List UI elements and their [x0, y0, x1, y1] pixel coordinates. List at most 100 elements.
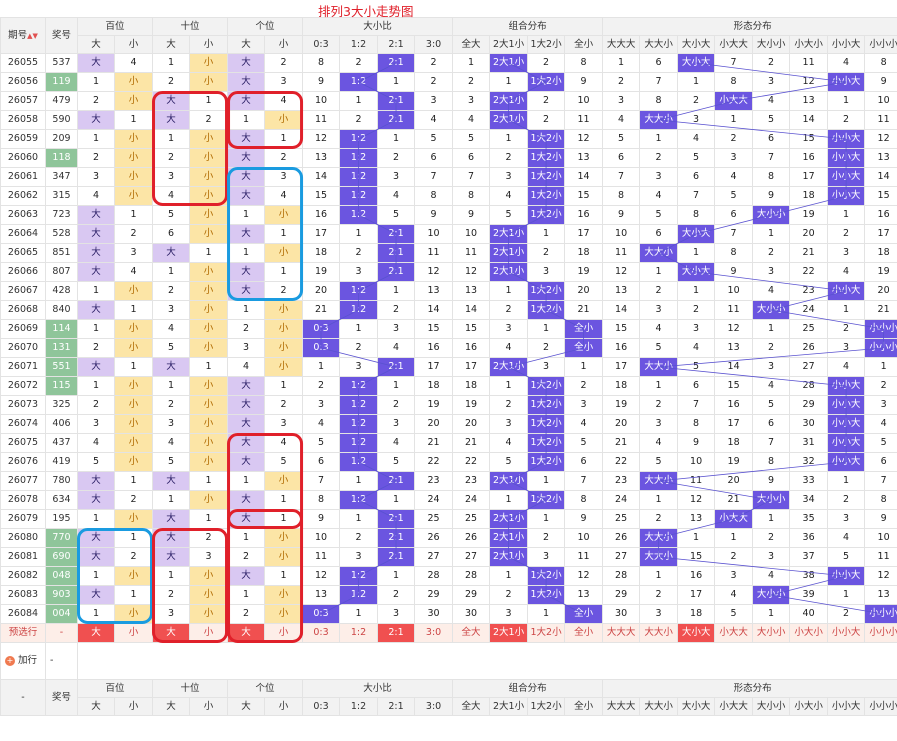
trend-cell: 1 — [152, 376, 191, 396]
trend-cell: 2大1小 — [489, 243, 529, 263]
predict-option[interactable]: 大 — [152, 623, 191, 643]
ratio-header: 0:3 — [302, 35, 341, 54]
trend-cell: 全小 — [564, 338, 604, 358]
combo-header: 全大 — [452, 697, 491, 716]
trend-cell: 17 — [452, 357, 491, 377]
trend-cell: 大 — [227, 91, 266, 111]
sort-icon[interactable]: ▲▼ — [27, 31, 38, 40]
trend-cell: 小小大 — [827, 452, 866, 472]
trend-cell: 小小大 — [827, 414, 866, 434]
trend-cell: 1 — [714, 528, 754, 548]
trend-cell: 24 — [789, 300, 829, 320]
predict-option[interactable]: 2:1 — [377, 623, 416, 643]
trend-cell: 2 — [377, 585, 416, 605]
trend-cell: 2 — [339, 110, 379, 130]
trend-cell: 2:1 — [377, 224, 416, 244]
trend-cell: 大大小 — [639, 471, 679, 491]
trend-cell: 13 — [302, 585, 341, 605]
trend-cell: 8 — [639, 91, 679, 111]
trend-cell: 11 — [864, 110, 897, 130]
page-title: 排列3大小走势图 — [318, 4, 414, 19]
predict-option[interactable]: 大小小 — [752, 623, 791, 643]
trend-cell: 1大2小 — [527, 395, 566, 415]
trend-cell: 大 — [227, 262, 266, 282]
trend-cell: 小 — [113, 91, 154, 111]
predict-option[interactable]: 大大小 — [639, 623, 679, 643]
trend-cell: 3 — [864, 395, 897, 415]
trend-cell: 1大2小 — [527, 433, 566, 453]
trend-cell: 17 — [302, 224, 341, 244]
trend-cell: 2 — [339, 528, 379, 548]
predict-option[interactable]: 小大大 — [714, 623, 754, 643]
predict-option[interactable]: 0:3 — [302, 623, 341, 643]
trend-cell: 小 — [189, 281, 229, 301]
trend-cell: 1:2 — [339, 395, 379, 415]
predict-option[interactable]: 1:2 — [339, 623, 379, 643]
trend-cell: 2 — [827, 604, 866, 624]
trend-cell: 6 — [152, 224, 191, 244]
predict-option[interactable]: 小 — [264, 623, 304, 643]
predict-option[interactable]: 大大大 — [602, 623, 641, 643]
trend-cell: 大 — [227, 224, 266, 244]
predict-option[interactable]: 大 — [227, 623, 266, 643]
trend-cell: 6 — [414, 148, 454, 168]
trend-cell: 小 — [113, 604, 154, 624]
trend-cell: 9 — [452, 205, 491, 225]
trend-cell: 4 — [752, 281, 791, 301]
trend-cell: 小 — [189, 414, 229, 434]
trend-cell: 15 — [414, 319, 454, 339]
form-header: 小大小 — [789, 697, 829, 716]
trend-cell: 1 — [339, 224, 379, 244]
trend-cell: 11 — [414, 243, 454, 263]
predict-option[interactable]: 小 — [113, 623, 154, 643]
trend-cell: 9 — [864, 509, 897, 529]
trend-cell: 小小大 — [827, 376, 866, 396]
predict-option[interactable]: 大小大 — [677, 623, 716, 643]
trend-cell: 小 — [189, 490, 229, 510]
predict-option[interactable]: 全大 — [452, 623, 491, 643]
trend-cell: 大 — [152, 509, 191, 529]
trend-cell: 13 — [864, 148, 897, 168]
trend-cell: 11 — [864, 547, 897, 567]
trend-cell: 小小大 — [827, 281, 866, 301]
trend-cell: 小 — [189, 167, 229, 187]
trend-cell: 2:1 — [377, 91, 416, 111]
trend-cell: 7 — [677, 186, 716, 206]
trend-cell: 27 — [452, 547, 491, 567]
group-header: 个位 — [227, 17, 304, 36]
predict-option[interactable]: 2大1小 — [489, 623, 529, 643]
trend-cell: 4 — [152, 186, 191, 206]
predict-option[interactable]: 全小 — [564, 623, 604, 643]
trend-cell: 2 — [602, 72, 641, 92]
prize-number: 406 — [45, 414, 78, 434]
trend-cell: 9 — [564, 509, 604, 529]
add-icon[interactable]: + — [5, 655, 15, 666]
trend-cell: 4 — [752, 91, 791, 111]
trend-cell: 3 — [339, 547, 379, 567]
period-header[interactable]: 期号▲▼ — [0, 17, 46, 54]
predict-option[interactable]: 1大2小 — [527, 623, 566, 643]
predict-option[interactable]: 大 — [77, 623, 115, 643]
add-row-button[interactable]: + 加行 — [0, 642, 46, 680]
trend-cell: 4 — [77, 433, 115, 453]
trend-cell: 1大2小 — [527, 566, 566, 586]
predict-option[interactable]: 小大小 — [789, 623, 829, 643]
period-cell: 26078 — [0, 490, 46, 510]
trend-cell: 17 — [414, 357, 454, 377]
trend-cell: 小 — [264, 205, 304, 225]
trend-cell: 1 — [264, 490, 304, 510]
trend-cell: 20 — [414, 414, 454, 434]
predict-option[interactable]: 小 — [189, 623, 229, 643]
trend-cell: 4 — [414, 110, 454, 130]
trend-cell: 大 — [227, 414, 266, 434]
predict-dash: - — [45, 623, 78, 643]
period-cell: 26084 — [0, 604, 46, 624]
predict-option[interactable]: 3:0 — [414, 623, 454, 643]
predict-option[interactable]: 小小小 — [864, 623, 897, 643]
trend-cell: 大 — [227, 72, 266, 92]
trend-cell: 4 — [564, 414, 604, 434]
trend-cell: 22 — [452, 452, 491, 472]
predict-option[interactable]: 小小大 — [827, 623, 866, 643]
trend-cell: 19 — [302, 262, 341, 282]
trend-cell: 1 — [113, 357, 154, 377]
